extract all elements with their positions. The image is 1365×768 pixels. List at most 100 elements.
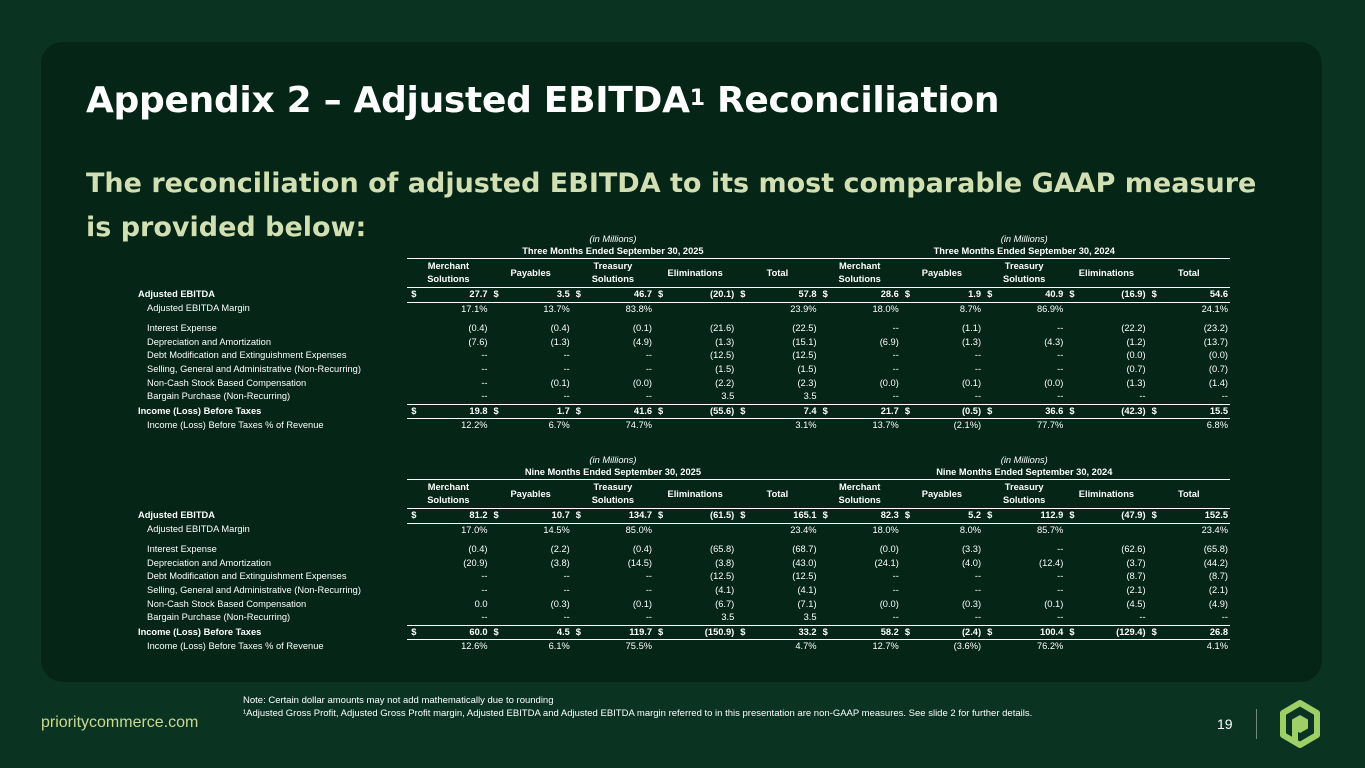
currency-symbol: $ — [736, 287, 756, 303]
currency-symbol: $ — [983, 287, 1003, 303]
table-cell: 8.7% — [959, 303, 982, 314]
table-cell: 1.7 — [509, 403, 572, 420]
table-cell: 85.0% — [625, 524, 653, 535]
table-cell: -- — [645, 350, 653, 361]
row-label: Adjusted EBITDA — [138, 289, 215, 299]
footnotes: Note: Certain dollar amounts may not add… — [243, 694, 1032, 720]
table-row: Selling, General and Administrative (Non… — [135, 584, 1230, 598]
row-label: Income (Loss) Before Taxes — [138, 405, 262, 416]
table-cell: (0.4) — [550, 323, 570, 334]
table-cell: (1.3) — [1126, 377, 1146, 388]
table-cell: (8.7) — [1208, 571, 1228, 582]
page-title: Appendix 2 – Adjusted EBITDA1 Reconcilia… — [86, 78, 999, 124]
currency-symbol: $ — [818, 508, 839, 524]
table-cell: (2.3) — [797, 377, 817, 388]
table-cell: (3.7) — [1126, 557, 1146, 568]
table-cell: 6.7% — [548, 420, 570, 431]
currency-symbol: $ — [1147, 287, 1168, 303]
table-cell: 75.5% — [625, 641, 653, 652]
table-cell: 3.5 — [803, 612, 817, 623]
table-cell: -- — [563, 584, 570, 595]
table-cell: (0.1) — [550, 377, 570, 388]
column-header-row: Merchant Solutions Payables Treasury Solut… — [135, 479, 1230, 509]
table-cell: (3.6%) — [953, 641, 982, 652]
currency-symbol: $ — [571, 403, 592, 420]
table-cell: -- — [645, 612, 653, 623]
table-cell — [674, 640, 737, 654]
table-cell: -- — [481, 391, 488, 402]
table-cell: -- — [1139, 391, 1146, 402]
table-cell: (43.0) — [792, 557, 817, 568]
table-cell: -- — [563, 391, 570, 402]
table-cell: 19.8 — [426, 403, 490, 420]
currency-symbol: $ — [1147, 508, 1168, 524]
column-header: Merchant Solutions — [407, 258, 490, 288]
currency-symbol: $ — [983, 624, 1003, 641]
column-header: Total — [736, 258, 819, 288]
row-label: Interest Expense — [147, 323, 217, 334]
table-cell: -- — [1221, 391, 1228, 402]
table-cell: (8.7) — [1126, 571, 1146, 582]
row-label: Selling, General and Administrative (Non… — [147, 363, 361, 374]
currency-symbol: $ — [654, 508, 674, 524]
currency-symbol: $ — [818, 624, 839, 641]
table-cell: (0.0) — [1208, 350, 1228, 361]
currency-symbol: $ — [489, 624, 510, 641]
currency-symbol: $ — [407, 287, 427, 303]
table-cell: 26.8 — [1167, 624, 1230, 641]
rounding-note: Note: Certain dollar amounts may not add… — [243, 695, 554, 706]
currency-symbol: $ — [736, 624, 756, 641]
units-row: (in Millions) (in Millions) — [135, 454, 1230, 466]
table-cell: 112.9 — [1002, 508, 1066, 524]
row-label: Bargain Purchase (Non-Recurring) — [147, 391, 291, 402]
table-cell: (22.2) — [1121, 323, 1146, 334]
table-row: Non-Cash Stock Based Compensation -- (0.1)… — [135, 377, 1230, 391]
table-cell: 60.0 — [426, 624, 490, 641]
table-cell: (4.0) — [961, 557, 982, 568]
table-cell — [674, 302, 737, 316]
website-link[interactable]: prioritycommerce.com — [41, 714, 199, 731]
table-row: Bargain Purchase (Non-Recurring) -- -- -- 3.… — [135, 390, 1230, 404]
table-cell: 4.1% — [1206, 641, 1228, 652]
column-header: Eliminations — [1065, 258, 1148, 288]
units-label: (in Millions) — [1000, 455, 1048, 465]
currency-symbol: $ — [571, 508, 592, 524]
table-cell: -- — [974, 612, 982, 623]
currency-symbol: $ — [407, 403, 427, 420]
table-cell: 21.7 — [838, 403, 901, 420]
table-cell: (0.7) — [1208, 363, 1228, 374]
table-cell: (65.8) — [1203, 544, 1228, 555]
table-cell: 5.2 — [920, 508, 984, 524]
table-cell: (55.6) — [673, 403, 737, 420]
table-cell: -- — [481, 612, 488, 623]
table-cell: -- — [892, 391, 899, 402]
column-header: Total — [1147, 258, 1230, 288]
table-cell: -- — [563, 350, 570, 361]
table-cell: (129.4) — [1085, 624, 1148, 641]
table-cell: (4.9) — [632, 336, 653, 347]
units-label: (in Millions) — [589, 455, 637, 465]
table-cell: 13.7% — [872, 420, 899, 431]
table-cell: 0.0 — [474, 598, 488, 609]
table-cell: -- — [645, 571, 653, 582]
column-header: Total — [1147, 479, 1230, 509]
currency-symbol: $ — [571, 624, 592, 641]
table-cell: 13.7% — [543, 303, 570, 314]
row-label: Income (Loss) Before Taxes — [138, 626, 262, 637]
table-cell: 24.1% — [1201, 303, 1228, 314]
table-cell: 23.9% — [790, 303, 817, 314]
table-cell: 40.9 — [1002, 287, 1066, 303]
reconciliation-table: (in Millions) (in Millions) Three Months E… — [135, 233, 1230, 433]
column-header: Eliminations — [654, 479, 737, 509]
table-cell: 58.2 — [838, 624, 901, 641]
table-cell: -- — [563, 571, 570, 582]
table-cell: (68.7) — [792, 544, 817, 555]
table-cell: -- — [974, 584, 982, 595]
table-cell: 15.5 — [1167, 403, 1230, 420]
table-cell: 83.8% — [625, 303, 653, 314]
table-cell: -- — [974, 363, 982, 374]
column-header: Total — [736, 479, 819, 509]
currency-symbol: $ — [900, 403, 921, 420]
table-cell: 85.7% — [1036, 524, 1064, 535]
row-label: Depreciation and Amortization — [147, 557, 272, 568]
